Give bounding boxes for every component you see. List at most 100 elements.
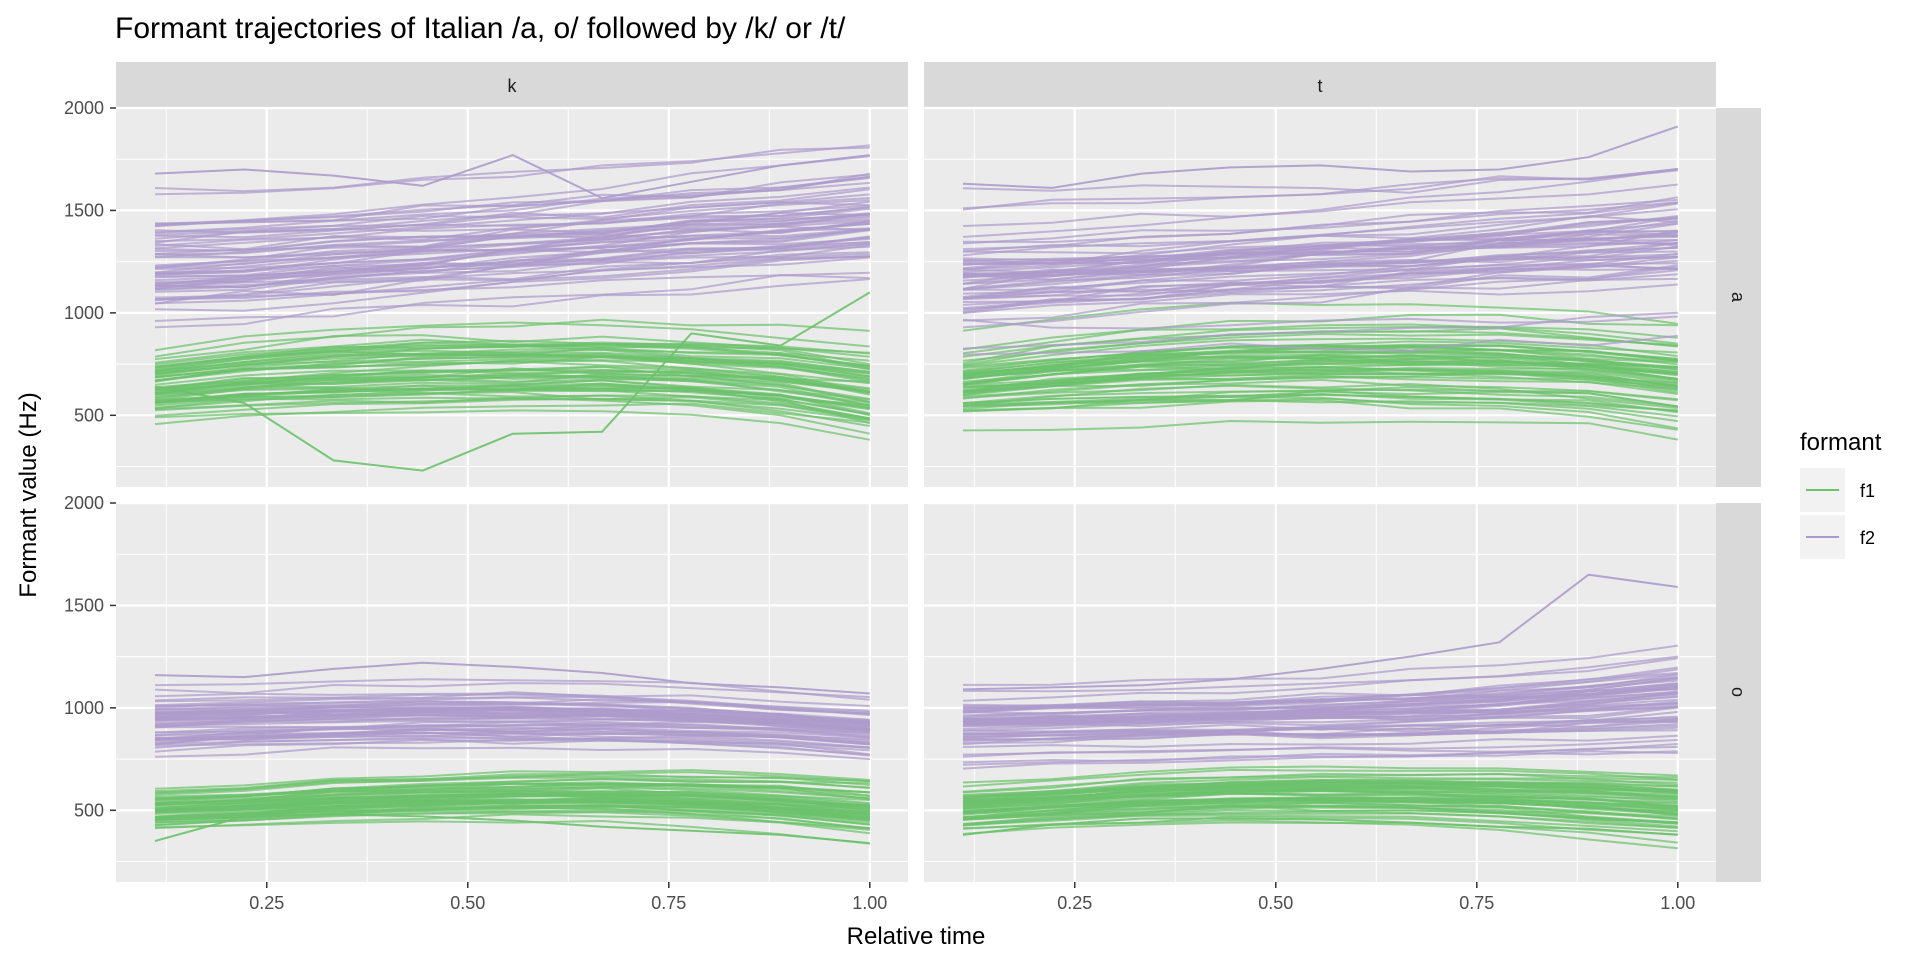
f2-trajectory [154,708,870,728]
f2-trajectory [962,215,1678,277]
f2-trajectory [962,198,1678,245]
strip-col-k-label: k [508,76,518,96]
x-tick-label: 1.00 [852,893,887,913]
y-axis-title: Formant value (Hz) [15,392,42,597]
f2-trajectory [963,256,1678,291]
f2-trajectory [962,644,1678,686]
f1-trajectory [154,768,870,790]
f2-trajectory [962,705,1678,732]
f2-trajectory [154,278,870,329]
f2-trajectory [154,193,870,237]
f1-trajectory-outlier [154,813,870,845]
x-tick-label: 0.50 [1258,893,1293,913]
f1-trajectory [962,366,1678,388]
f2-trajectory [962,269,1678,322]
f1-trajectory [154,803,870,822]
f1-trajectory [154,367,870,394]
f2-trajectory [154,144,870,196]
f1-trajectory [962,378,1678,401]
f2-trajectory [154,197,870,270]
f1-trajectory [962,778,1678,799]
f2-trajectory [962,315,1678,330]
x-tick-label: 1.00 [1660,893,1695,913]
f2-trajectory [962,264,1678,310]
f1-trajectory [962,343,1678,377]
strip-row-o-bg [1716,503,1761,882]
y-tick-label: 500 [74,405,104,425]
f1-trajectory [154,811,870,831]
f1-trajectory [154,318,870,358]
legend-label-f1: f1 [1860,481,1875,501]
f2-trajectory [962,208,1678,257]
strip-col-t-bg [924,62,1716,107]
f2-trajectory [962,231,1678,266]
y-tick-label: 2000 [64,98,104,118]
f2-trajectory [962,311,1678,350]
f2-trajectory [154,717,870,734]
f2-trajectory-outlier [154,154,870,200]
f2-trajectory [154,691,870,707]
f1-trajectory [154,796,870,819]
f1-trajectory [962,382,1678,410]
y-tick-label: 1500 [64,200,104,220]
axes: 500 1000 1500 2000 500 1000 1500 2000 0.25 0.50 0.… [64,98,1695,913]
trajectory-lines [154,661,870,845]
strip-col-k-bg [116,62,908,107]
f2-trajectory [154,235,870,289]
f1-trajectory [962,389,1678,414]
f1-trajectory-outlier [962,393,1678,413]
f2-trajectory [154,737,870,753]
f2-trajectory [154,186,870,243]
f2-trajectory [154,173,870,240]
y-tick-label: 1000 [64,303,104,323]
panel-k-o [116,501,908,882]
f2-trajectory [962,655,1678,702]
x-axis-title: Relative time [847,923,986,950]
f2-trajectory [962,233,1678,255]
strip-col-t-label: t [1317,76,1322,96]
f2-trajectory [154,682,870,699]
f2-trajectory [962,168,1678,194]
f2-trajectory [154,735,870,749]
f1-trajectory [154,771,870,793]
f2-trajectory [962,683,1678,724]
f1-trajectory [962,797,1678,816]
f2-trajectory [962,657,1678,693]
f2-trajectory [962,234,1678,277]
f1-trajectory [962,399,1678,431]
panel-k-a [116,106,908,487]
f2-trajectory [962,679,1678,713]
y-tick-label: 2000 [64,493,104,513]
f2-trajectory [154,228,870,259]
f1-trajectory [154,343,870,370]
f2-trajectory [962,750,1678,770]
f1-trajectory [154,321,870,352]
f1-trajectory [962,765,1678,784]
f2-trajectory [962,717,1678,735]
f1-trajectory [154,346,870,379]
panels [116,106,1716,882]
x-tick-label: 0.75 [1459,893,1494,913]
f1-trajectory [154,782,870,800]
f1-trajectory [962,783,1678,804]
f1-trajectory [962,323,1678,351]
f1-trajectory [154,394,870,420]
f1-trajectory [154,397,870,422]
f2-trajectory [962,677,1678,709]
f2-trajectory [962,183,1678,227]
f2-trajectory [154,723,870,745]
f1-trajectory-outlier [154,291,871,472]
f2-trajectory [962,702,1678,725]
trajectory-lines [154,144,871,472]
f2-trajectory-outlier [962,125,1679,189]
f2-trajectory [962,277,1678,329]
f2-trajectory [962,734,1678,748]
x-tick-label: 0.50 [450,893,485,913]
f1-trajectory [154,774,870,796]
f1-trajectory [962,372,1678,396]
f2-trajectory [154,703,870,721]
strip-row-a-label: a [1728,292,1748,303]
f1-trajectory [154,409,870,441]
f2-trajectory [154,273,870,322]
f1-trajectory [154,372,870,400]
